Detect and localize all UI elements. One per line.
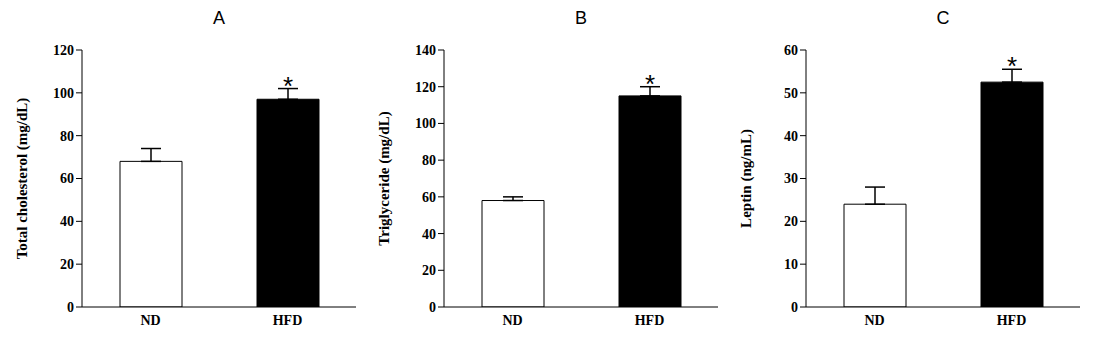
svg-text:40: 40 [784, 129, 798, 144]
svg-text:Total cholesterol (mg/dL): Total cholesterol (mg/dL) [14, 98, 31, 260]
svg-text:40: 40 [60, 214, 74, 229]
svg-text:HFD: HFD [997, 313, 1027, 328]
svg-text:40: 40 [422, 227, 436, 242]
svg-text:*: * [645, 69, 655, 99]
svg-text:Leptin (ng/mL): Leptin (ng/mL) [738, 129, 755, 228]
svg-text:60: 60 [422, 190, 436, 205]
html-text:A: A [213, 8, 225, 28]
svg-text:50: 50 [784, 86, 798, 101]
svg-text:20: 20 [422, 263, 436, 278]
svg-text:ND: ND [864, 313, 884, 328]
svg-text:120: 120 [415, 80, 436, 95]
svg-text:HFD: HFD [273, 313, 303, 328]
svg-text:30: 30 [784, 171, 798, 186]
svg-text:20: 20 [784, 214, 798, 229]
svg-text:10: 10 [784, 257, 798, 272]
svg-text:ND: ND [140, 313, 160, 328]
html-text:C: C [936, 8, 950, 28]
svg-text:*: * [1007, 51, 1017, 81]
svg-text:0: 0 [67, 300, 74, 315]
svg-text:100: 100 [53, 86, 74, 101]
svg-text:*: * [283, 71, 293, 101]
svg-text:120: 120 [53, 43, 74, 58]
svg-text:20: 20 [60, 257, 74, 272]
html-text:B: B [575, 8, 587, 28]
svg-text:140: 140 [415, 43, 436, 58]
svg-text:60: 60 [60, 171, 74, 186]
svg-text:ND: ND [502, 313, 522, 328]
svg-text:HFD: HFD [635, 313, 665, 328]
svg-text:80: 80 [422, 153, 436, 168]
svg-text:80: 80 [60, 129, 74, 144]
svg-text:0: 0 [429, 300, 436, 315]
svg-text:0: 0 [791, 300, 798, 315]
svg-text:100: 100 [415, 116, 436, 131]
svg-text:60: 60 [784, 43, 798, 58]
svg-text:Triglyceride (mg/dL): Triglyceride (mg/dL) [376, 111, 393, 245]
